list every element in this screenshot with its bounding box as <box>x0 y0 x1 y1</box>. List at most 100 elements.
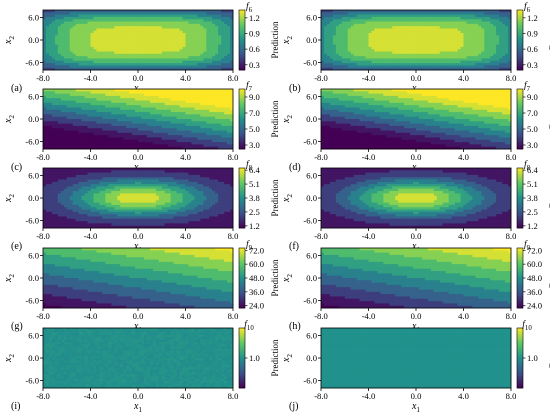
heatmap-cell <box>111 33 115 36</box>
heatmap-cell <box>117 125 121 129</box>
heatmap-cell <box>368 46 372 50</box>
heatmap-cell <box>75 14 79 18</box>
heatmap-cell <box>164 137 169 141</box>
heatmap-cell <box>496 28 500 32</box>
heatmap-cell <box>114 91 118 94</box>
heatmap-cell <box>502 42 506 45</box>
heatmap-cell <box>188 119 192 122</box>
heatmap-cell <box>215 137 219 141</box>
heatmap-cell <box>102 128 106 131</box>
heatmap-cell <box>203 139 207 143</box>
heatmap-cell <box>161 42 166 45</box>
heatmap-cell <box>386 37 390 41</box>
heatmap-cell <box>463 12 467 15</box>
heatmap-cell <box>75 28 79 32</box>
heatmap-cell <box>167 114 172 118</box>
heatmap-cell <box>138 112 142 115</box>
heatmap-cell <box>87 135 91 138</box>
heatmap-cell <box>380 30 384 34</box>
heatmap-cell <box>114 16 118 20</box>
heatmap-cell <box>117 63 121 66</box>
heatmap-cell <box>341 19 346 22</box>
heatmap-cell <box>359 67 363 71</box>
heatmap-cell <box>200 42 204 45</box>
heatmap-cell <box>398 51 402 55</box>
heatmap-cell <box>182 10 186 13</box>
heatmap-cell <box>105 116 109 120</box>
heatmap-cell <box>209 119 213 122</box>
heatmap-cell <box>203 130 207 134</box>
heatmap-cell <box>90 40 94 43</box>
heatmap-cell <box>57 30 62 34</box>
heatmap-cell <box>48 21 53 25</box>
heatmap-cell <box>197 105 201 108</box>
heatmap-cell <box>167 93 172 97</box>
heatmap-cell <box>416 49 420 52</box>
heatmap-cell <box>93 35 97 39</box>
heatmap-cell <box>212 63 216 66</box>
heatmap-cell <box>481 53 485 57</box>
heatmap-cell <box>161 19 166 22</box>
heatmap-cell <box>132 58 136 62</box>
heatmap-cell <box>161 63 166 66</box>
heatmap-cell <box>108 91 112 94</box>
heatmap-cell <box>120 10 124 13</box>
heatmap-cell <box>90 95 94 99</box>
heatmap-cell <box>63 26 68 29</box>
heatmap-cell <box>448 53 452 57</box>
heatmap-cell <box>478 53 482 57</box>
heatmap-cell <box>69 58 74 62</box>
heatmap-cell <box>129 142 133 145</box>
heatmap-cell <box>203 95 207 99</box>
heatmap-cell <box>194 46 198 50</box>
heatmap-cell <box>90 109 94 113</box>
heatmap-cell <box>475 12 479 15</box>
heatmap-cell <box>439 23 444 27</box>
heatmap-cell <box>427 30 432 34</box>
heatmap-cell <box>353 21 357 25</box>
heatmap-cell <box>481 46 485 50</box>
heatmap-cell <box>72 46 77 50</box>
heatmap-cell <box>161 137 166 141</box>
heatmap-cell <box>341 28 346 32</box>
heatmap-cell <box>102 60 106 64</box>
heatmap-cell <box>155 35 160 39</box>
heatmap-cell <box>496 56 500 59</box>
heatmap-cell <box>413 19 417 22</box>
heatmap-cell <box>123 46 127 50</box>
heatmap-cell <box>321 10 325 13</box>
colorbar-label: Exact <box>548 29 550 50</box>
heatmap-cell <box>102 102 106 106</box>
heatmap-cell <box>99 28 103 32</box>
heatmap-cell <box>185 125 189 129</box>
heatmap-cell <box>371 67 375 71</box>
heatmap-cell <box>194 95 198 99</box>
heatmap-cell <box>227 63 231 66</box>
heatmap-cell <box>182 30 186 34</box>
heatmap-cell <box>341 23 346 27</box>
heatmap-cell <box>215 107 219 111</box>
heatmap-cell <box>99 130 103 134</box>
heatmap-cell <box>335 67 340 71</box>
heatmap-cell <box>96 28 100 32</box>
heatmap-cell <box>203 135 207 138</box>
heatmap-cell <box>78 139 82 143</box>
heatmap-cell <box>439 19 444 22</box>
heatmap-cell <box>176 137 180 141</box>
heatmap-cell <box>212 26 216 29</box>
heatmap-cell <box>161 109 166 113</box>
heatmap-cell <box>478 44 482 48</box>
heatmap-cell <box>395 30 399 34</box>
heatmap-cell <box>466 51 470 55</box>
heatmap-cell <box>138 135 142 138</box>
heatmap-cell <box>176 10 180 13</box>
heatmap-cell <box>188 123 192 127</box>
heatmap-cell <box>502 23 506 27</box>
heatmap-cell <box>395 60 399 64</box>
heatmap-cell <box>57 105 62 108</box>
heatmap-cell <box>170 65 174 69</box>
heatmap-cell <box>350 51 355 55</box>
heatmap-cell <box>111 10 115 13</box>
heatmap-cell <box>221 56 225 59</box>
heatmap-cell <box>445 21 450 25</box>
